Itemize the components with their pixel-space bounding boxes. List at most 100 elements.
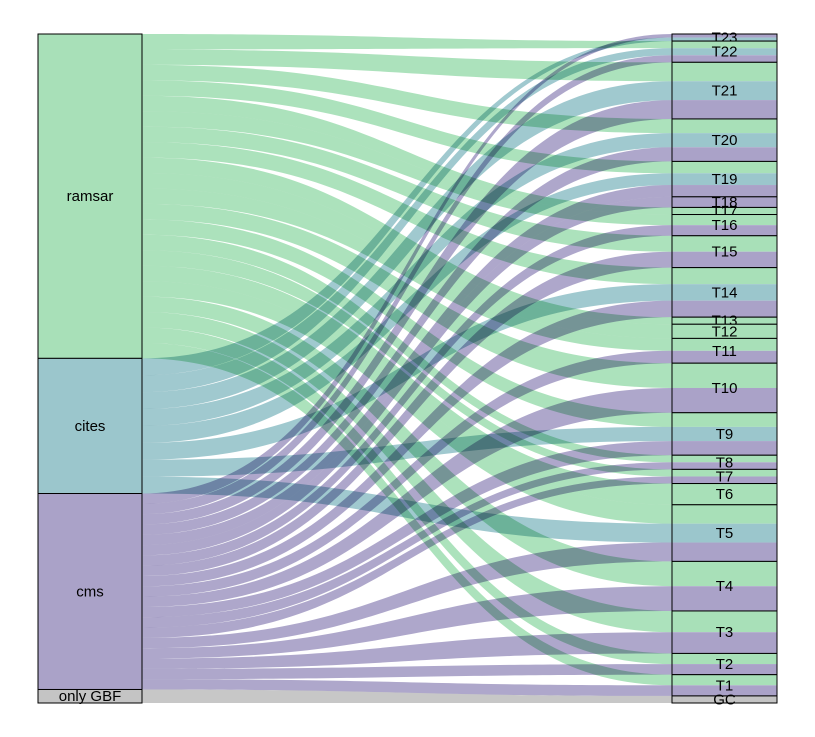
node-segment-T3-ramsar	[672, 610, 777, 633]
node-segment-T17-ramsar	[672, 207, 777, 215]
node-label-T11: T11	[712, 343, 737, 360]
node-cites	[37, 357, 143, 495]
ribbon-cms-T2	[142, 664, 672, 680]
ribbon-ramsar-T19	[142, 80, 672, 174]
node-label-cites: cites	[75, 418, 106, 435]
node-segment-T10-cms	[672, 387, 777, 413]
ribbon-ramsar-T3	[142, 312, 672, 633]
ribbon-ramsar-T12	[142, 173, 672, 339]
node-segment-T14-cms	[672, 300, 777, 318]
ribbon-ramsar-T20	[142, 64, 672, 134]
node-label-T21: T21	[712, 83, 738, 100]
node-label-T5: T5	[716, 525, 734, 542]
node-segment-T21-ramsar	[672, 62, 777, 82]
node-segment-T16-cms	[672, 225, 777, 236]
ribbon-cms-T7	[142, 476, 672, 638]
node-label-T19: T19	[712, 171, 738, 188]
left-axis-nodes: ramsar cites cms only GBF	[37, 33, 143, 705]
node-label-T1: T1	[716, 677, 734, 694]
node-label-T9: T9	[716, 426, 734, 443]
node-segment-T16-ramsar	[672, 214, 777, 226]
node-segment-T9-cites	[672, 426, 777, 442]
node-segment-T19-cms	[672, 185, 777, 197]
node-segment-T22-cms	[672, 55, 777, 63]
ribbon-ramsar-T22	[142, 34, 672, 50]
ribbon-ramsar-T5	[142, 281, 672, 524]
node-cms	[37, 493, 143, 690]
node-GC	[671, 695, 778, 704]
ribbon-ramsar-T9	[142, 219, 672, 427]
node-label-T18: T18	[712, 194, 738, 211]
ribbon-ramsar-T1	[142, 342, 672, 686]
node-segment-T19-ramsar	[672, 161, 777, 174]
node-segment-T23-cms	[672, 34, 777, 38]
node-segment-T20-cms	[672, 147, 777, 162]
node-label-ramsar: ramsar	[67, 188, 114, 205]
node-segment-T21-cites	[672, 81, 777, 101]
node-label-T20: T20	[712, 132, 738, 149]
node-onlygbf	[37, 688, 143, 704]
node-segment-T8-cms	[672, 462, 777, 470]
node-label-T12: T12	[712, 323, 738, 340]
node-segment-T2-ramsar	[672, 653, 777, 665]
ribbon-ramsar-T7	[142, 250, 672, 477]
node-label-T6: T6	[716, 486, 734, 503]
ribbon-ramsar-T14	[142, 142, 672, 285]
ribbon-ramsar-T11	[142, 188, 672, 351]
ribbon-ramsar-T8	[142, 234, 672, 463]
node-label-cms: cms	[76, 584, 104, 601]
ribbon-ramsar-T17	[142, 95, 672, 215]
node-segment-T3-cms	[672, 632, 777, 654]
ribbon-cms-T15	[142, 251, 672, 577]
node-label-T10: T10	[712, 380, 738, 397]
node-segment-T7-cms	[672, 476, 777, 484]
node-label-T4: T4	[716, 578, 734, 595]
ribbon-cites-T14	[142, 284, 672, 460]
node-label-T8: T8	[716, 454, 734, 471]
ribbon-ramsar-T2	[142, 327, 672, 665]
ribbon-ramsar-T10	[142, 203, 672, 388]
node-segment-T19-cites	[672, 173, 777, 186]
ribbon-cms-T8	[142, 462, 672, 628]
node-segment-T5-ramsar	[672, 504, 777, 524]
node-segment-T23-cites	[672, 37, 777, 42]
ribbon-cms-T4	[142, 586, 672, 659]
node-segment-T12-ramsar	[672, 324, 777, 339]
ribbon-cms-T1	[142, 679, 672, 696]
node-segment-T7-ramsar	[672, 469, 777, 477]
right-axis-nodes: T23T22T21T20T19T18T17T16T15T14T13T12T11T…	[671, 30, 778, 708]
ribbon-ramsar-T6	[142, 265, 672, 505]
node-label-T22: T22	[712, 44, 738, 61]
node-segment-T11-cms	[672, 350, 777, 364]
ribbon-layer	[142, 34, 672, 703]
ribbon-cms-T5	[142, 542, 672, 649]
node-segment-T13-ramsar	[672, 317, 777, 325]
ribbon-ramsar-T16	[142, 111, 672, 226]
node-segment-T10-ramsar	[672, 363, 777, 388]
node-label-T14: T14	[712, 284, 738, 301]
ribbon-ramsar-T21	[142, 49, 672, 82]
ribbon-ramsar-T15	[142, 126, 672, 252]
node-label-T16: T16	[712, 217, 738, 234]
node-segment-T5-cms	[672, 542, 777, 562]
node-segment-T11-ramsar	[672, 338, 777, 351]
node-segment-T21-cms	[672, 100, 777, 119]
node-label-GC: GC	[713, 691, 736, 708]
node-segment-T22-ramsar	[672, 41, 777, 49]
node-segment-T20-ramsar	[672, 118, 777, 134]
node-segment-T5-cites	[672, 523, 777, 543]
node-label-T3: T3	[716, 624, 734, 641]
node-segment-T14-cites	[672, 284, 777, 301]
node-segment-T20-cites	[672, 133, 777, 148]
ribbon-ramsar-T4	[142, 296, 672, 587]
ribbon-ramsar-T13	[142, 157, 672, 325]
node-segment-T8-ramsar	[672, 455, 777, 463]
node-segment-GC-onlygbf	[672, 695, 777, 703]
node-segment-T4-ramsar	[672, 561, 777, 587]
node-label-T7: T7	[716, 468, 734, 485]
ribbon-onlygbf-GC	[142, 689, 672, 703]
ribbon-cms-T20	[142, 147, 672, 535]
node-segment-T2-cms	[672, 664, 777, 675]
node-segment-T9-cms	[672, 441, 777, 456]
node-segment-T15-ramsar	[672, 235, 777, 252]
